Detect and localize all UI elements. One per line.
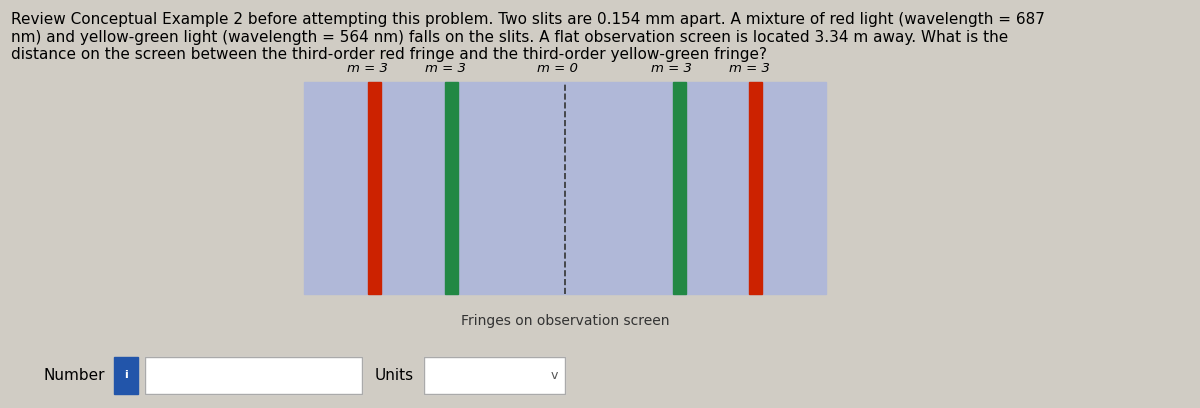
Bar: [424, 357, 565, 394]
Bar: [424, 357, 565, 394]
Text: m = 3: m = 3: [730, 62, 770, 75]
Text: v: v: [551, 369, 558, 382]
Bar: [444, 82, 457, 294]
Text: m = 3: m = 3: [425, 62, 466, 75]
Text: m = 3: m = 3: [347, 62, 388, 75]
Text: Number: Number: [43, 368, 104, 383]
Text: i: i: [124, 370, 128, 380]
Text: Fringes on observation screen: Fringes on observation screen: [461, 314, 670, 328]
Text: m = 0: m = 0: [538, 62, 578, 75]
Bar: [368, 82, 382, 294]
Bar: [144, 357, 362, 394]
Bar: [114, 357, 138, 394]
Bar: [673, 82, 685, 294]
Bar: [305, 82, 826, 294]
Bar: [144, 357, 362, 394]
Text: Review Conceptual Example 2 before attempting this problem. Two slits are 0.154 : Review Conceptual Example 2 before attem…: [11, 12, 1045, 62]
Bar: [749, 82, 762, 294]
Text: m = 3: m = 3: [652, 62, 692, 75]
Text: Units: Units: [374, 368, 414, 383]
